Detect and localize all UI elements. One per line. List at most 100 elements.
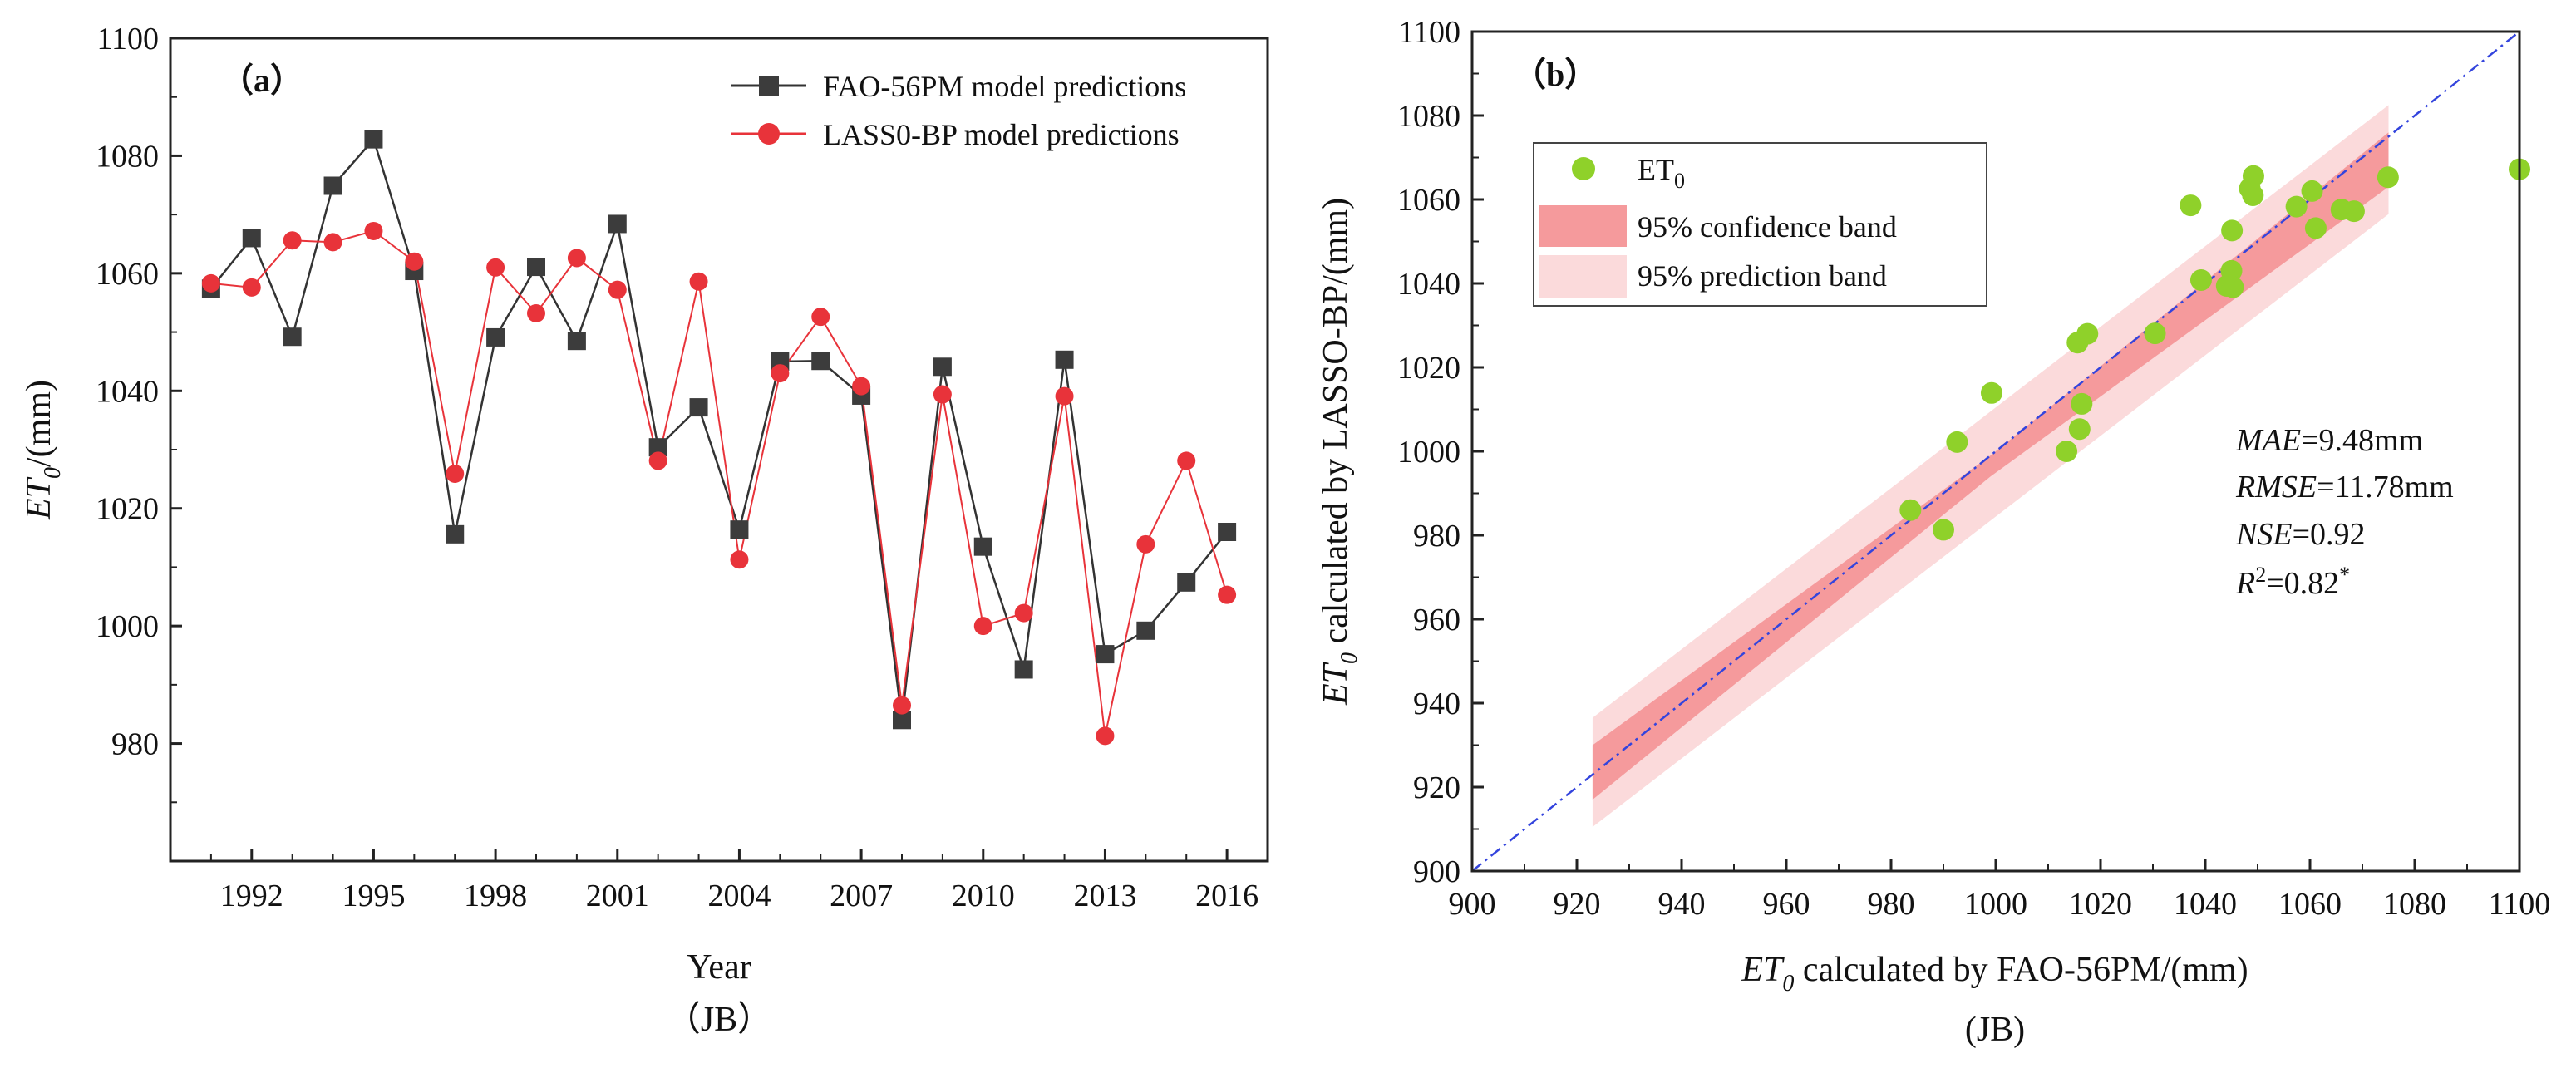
fao-point [608, 214, 627, 234]
fao-point [242, 229, 261, 248]
y-tick-label: 1080 [96, 139, 159, 174]
scatter-point [2180, 194, 2202, 217]
y-tick-label: 980 [1413, 519, 1460, 554]
x-tick-label: 980 [1868, 887, 1915, 922]
fao-point [1096, 645, 1115, 664]
lasso-point [852, 377, 871, 396]
y-tick-label: 1100 [96, 22, 159, 57]
y-tick-label: 1000 [96, 609, 159, 644]
y-tick-label: 1080 [1397, 99, 1460, 134]
panel-b-x-axis-title: ET0 calculated by FAO-56PM/(mm) [1741, 951, 2248, 997]
y-tick-label: 1020 [96, 492, 159, 527]
lasso-point [973, 617, 992, 636]
stat-mae: MAE=9.48mm [2235, 423, 2423, 458]
panel-a-y-axis-title: ET0/(mm) [20, 380, 66, 520]
lasso-point [242, 278, 261, 297]
legend-points-marker [1572, 157, 1595, 180]
y-tick-label: 1040 [1397, 267, 1460, 302]
x-tick-label: 2001 [586, 879, 649, 913]
x-tick-label: 1992 [220, 879, 283, 913]
lasso-point [283, 231, 302, 250]
fao-point [811, 352, 830, 371]
fao-point [323, 176, 342, 195]
panel-b-ticks: 900 920 940 960 980 1000 1020 1040 1060 1080 1100 9… [1397, 15, 2550, 922]
stat-nse: NSE=0.92 [2235, 517, 2366, 552]
lasso-point [933, 385, 952, 404]
series-line-fao [209, 137, 1229, 721]
scatter-point [2377, 166, 2399, 189]
y-tick-label: 940 [1413, 687, 1460, 721]
legend-confidence-swatch [1539, 205, 1627, 247]
fao-point [1136, 621, 1155, 640]
panel-b-bands [1592, 105, 2389, 827]
legend-points-label: ET0 [1638, 153, 1685, 193]
panel-b-y-axis-title: ET0 calculated by LASSO-BP/(mm) [1317, 198, 1362, 706]
fao-point [933, 357, 952, 377]
panel-a-x-axis-note: （JB） [666, 1001, 772, 1039]
fao-point [567, 332, 586, 351]
fao-point [893, 711, 911, 730]
legend-fao-label: FAO-56PM model predictions [823, 70, 1186, 103]
fao-point [283, 327, 302, 347]
panel-b-x-axis-note: (JB) [1965, 1011, 2025, 1049]
scatter-point [1980, 381, 2002, 404]
fao-point [486, 327, 505, 347]
fao-point [446, 524, 465, 544]
scatter-point [2301, 180, 2323, 202]
fao-point [1055, 350, 1074, 369]
stat-rmse: RMSE=11.78mm [2235, 470, 2454, 505]
scatter-point [2342, 200, 2365, 223]
series-line-lasso [210, 229, 1229, 736]
y-tick-label: 980 [111, 727, 159, 762]
lasso-point [1177, 451, 1196, 470]
panel-b-stats: MAE=9.48mm RMSE=11.78mm NSE=0.92 R2=0.82… [2235, 423, 2454, 601]
x-tick-label: 1000 [1964, 887, 2027, 922]
y-tick-label: 960 [1413, 603, 1460, 637]
lasso-point [527, 303, 545, 322]
scatter-point [2071, 392, 2093, 415]
lasso-point [689, 272, 708, 291]
panel-a-plot-frame [169, 37, 1269, 863]
lasso-point [730, 550, 749, 569]
x-tick-label: 2010 [952, 879, 1015, 913]
x-tick-label: 1998 [464, 879, 527, 913]
lasso-point [486, 258, 505, 277]
legend-prediction-swatch [1539, 255, 1627, 298]
panel-a-label: （a） [220, 62, 303, 99]
scatter-point [2285, 195, 2308, 218]
stat-r2: R2=0.82* [2235, 563, 2350, 601]
lasso-point [567, 249, 586, 268]
lasso-point [811, 308, 830, 327]
scatter-point [2242, 184, 2264, 206]
lasso-point [1014, 603, 1033, 623]
x-tick-label: 1060 [2278, 887, 2342, 922]
legend-lasso-marker [758, 123, 780, 145]
scatter-point [2189, 268, 2212, 291]
lasso-point [323, 233, 342, 252]
panel-a-series [201, 130, 1237, 746]
y-tick-label: 1100 [1398, 15, 1460, 50]
x-tick-label: 1040 [2174, 887, 2237, 922]
x-tick-label: 2004 [707, 879, 771, 913]
lasso-point [446, 464, 465, 483]
x-tick-label: 920 [1554, 887, 1601, 922]
legend-prediction-label: 95% prediction band [1638, 259, 1887, 293]
scatter-point [2220, 259, 2243, 282]
panel-a-legend: FAO-56PM model predictions LASS0-BP mode… [731, 70, 1186, 151]
fao-point [1177, 573, 1196, 592]
panel-a-line-chart: 1992 1995 1998 2001 2004 2007 2010 2013 2016 980 1… [20, 22, 1269, 1039]
lasso-point [893, 696, 911, 715]
lasso-point [771, 364, 790, 383]
x-tick-label: 960 [1763, 887, 1810, 922]
scatter-point [2068, 418, 2091, 441]
lasso-point [1055, 386, 1074, 406]
y-tick-label: 920 [1413, 770, 1460, 805]
x-tick-label: 940 [1658, 887, 1706, 922]
scatter-point [2056, 441, 2078, 462]
y-tick-label: 1040 [96, 374, 159, 409]
scatter-point [2304, 217, 2327, 239]
lasso-point [405, 252, 424, 271]
panel-b-plot-frame [1470, 30, 2521, 873]
x-tick-label: 1995 [342, 879, 405, 913]
